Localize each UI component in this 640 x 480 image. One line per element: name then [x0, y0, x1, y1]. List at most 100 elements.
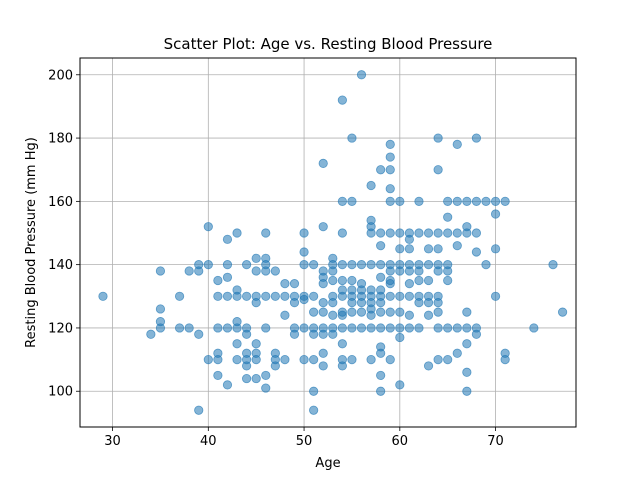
data-point — [261, 253, 271, 263]
data-point — [462, 367, 472, 377]
data-point — [289, 279, 300, 289]
data-point — [385, 165, 395, 175]
data-point — [222, 234, 233, 244]
data-point — [155, 304, 166, 314]
data-point — [366, 354, 376, 365]
data-point — [366, 180, 376, 191]
data-point — [222, 323, 233, 333]
data-point — [251, 266, 261, 276]
data-point — [347, 354, 357, 365]
data-point — [385, 275, 395, 286]
data-point — [337, 196, 347, 206]
data-point — [423, 310, 434, 320]
data-point — [462, 307, 472, 317]
data-point — [376, 370, 386, 381]
chart-title: Scatter Plot: Age vs. Resting Blood Pres… — [164, 35, 493, 53]
data-point — [500, 196, 510, 206]
data-point — [280, 291, 290, 301]
data-point — [490, 244, 501, 254]
data-point — [289, 323, 300, 333]
data-point — [318, 348, 328, 358]
data-point — [347, 196, 357, 206]
data-point — [309, 260, 319, 270]
data-point — [433, 354, 443, 365]
data-point — [443, 260, 453, 270]
data-point — [222, 272, 233, 282]
data-point — [376, 260, 386, 270]
data-point — [462, 196, 472, 206]
data-point — [347, 133, 357, 143]
data-point — [213, 370, 223, 381]
data-point — [280, 279, 290, 289]
data-point — [366, 215, 376, 225]
data-point — [452, 196, 462, 206]
data-point — [395, 260, 405, 270]
data-point — [318, 266, 328, 276]
data-point — [376, 323, 386, 333]
data-point — [376, 285, 386, 295]
data-point — [414, 291, 424, 301]
data-point — [270, 291, 280, 301]
data-point — [174, 291, 185, 301]
data-point — [557, 307, 568, 317]
data-point — [232, 354, 242, 365]
data-point — [309, 291, 319, 301]
x-tick-label: 70 — [487, 434, 504, 449]
data-point — [414, 260, 424, 270]
data-point — [222, 380, 233, 390]
data-point — [481, 260, 491, 270]
data-point — [500, 348, 510, 358]
data-point — [548, 260, 558, 270]
data-point — [98, 291, 108, 301]
data-point — [328, 310, 338, 320]
data-point — [194, 405, 204, 415]
data-point — [443, 323, 453, 333]
data-point — [337, 260, 347, 270]
data-point — [385, 196, 395, 206]
data-point — [490, 196, 501, 206]
data-point — [337, 339, 347, 349]
data-point — [299, 323, 309, 333]
data-point — [385, 260, 395, 270]
data-point — [366, 285, 376, 295]
data-point — [318, 323, 328, 333]
data-point — [356, 260, 367, 270]
data-point — [356, 323, 367, 333]
data-point — [203, 222, 213, 232]
data-point — [452, 323, 462, 333]
data-point — [328, 253, 338, 263]
data-point — [376, 307, 386, 317]
data-point — [433, 307, 443, 317]
data-point — [261, 228, 271, 238]
data-point — [155, 317, 166, 327]
data-point — [261, 323, 271, 333]
data-point — [462, 386, 472, 396]
data-point — [347, 323, 357, 333]
data-point — [337, 285, 347, 295]
data-point — [395, 332, 405, 343]
data-point — [366, 260, 376, 270]
data-point — [194, 329, 204, 339]
data-point — [356, 279, 367, 289]
data-point — [251, 253, 261, 263]
data-point — [433, 133, 443, 143]
data-point — [443, 354, 453, 365]
data-point — [309, 323, 319, 333]
data-point — [395, 380, 405, 390]
data-point — [347, 260, 357, 270]
x-tick-label: 30 — [104, 434, 121, 449]
data-point — [299, 354, 309, 365]
data-point — [328, 275, 338, 286]
data-point — [222, 260, 233, 270]
data-point — [261, 383, 271, 393]
data-point — [433, 323, 443, 333]
data-point — [280, 310, 290, 320]
data-point — [232, 228, 242, 238]
data-point — [404, 310, 414, 320]
data-point — [385, 354, 395, 365]
data-point — [194, 260, 204, 270]
data-point — [309, 354, 319, 365]
data-point — [337, 95, 347, 105]
data-point — [366, 323, 376, 333]
